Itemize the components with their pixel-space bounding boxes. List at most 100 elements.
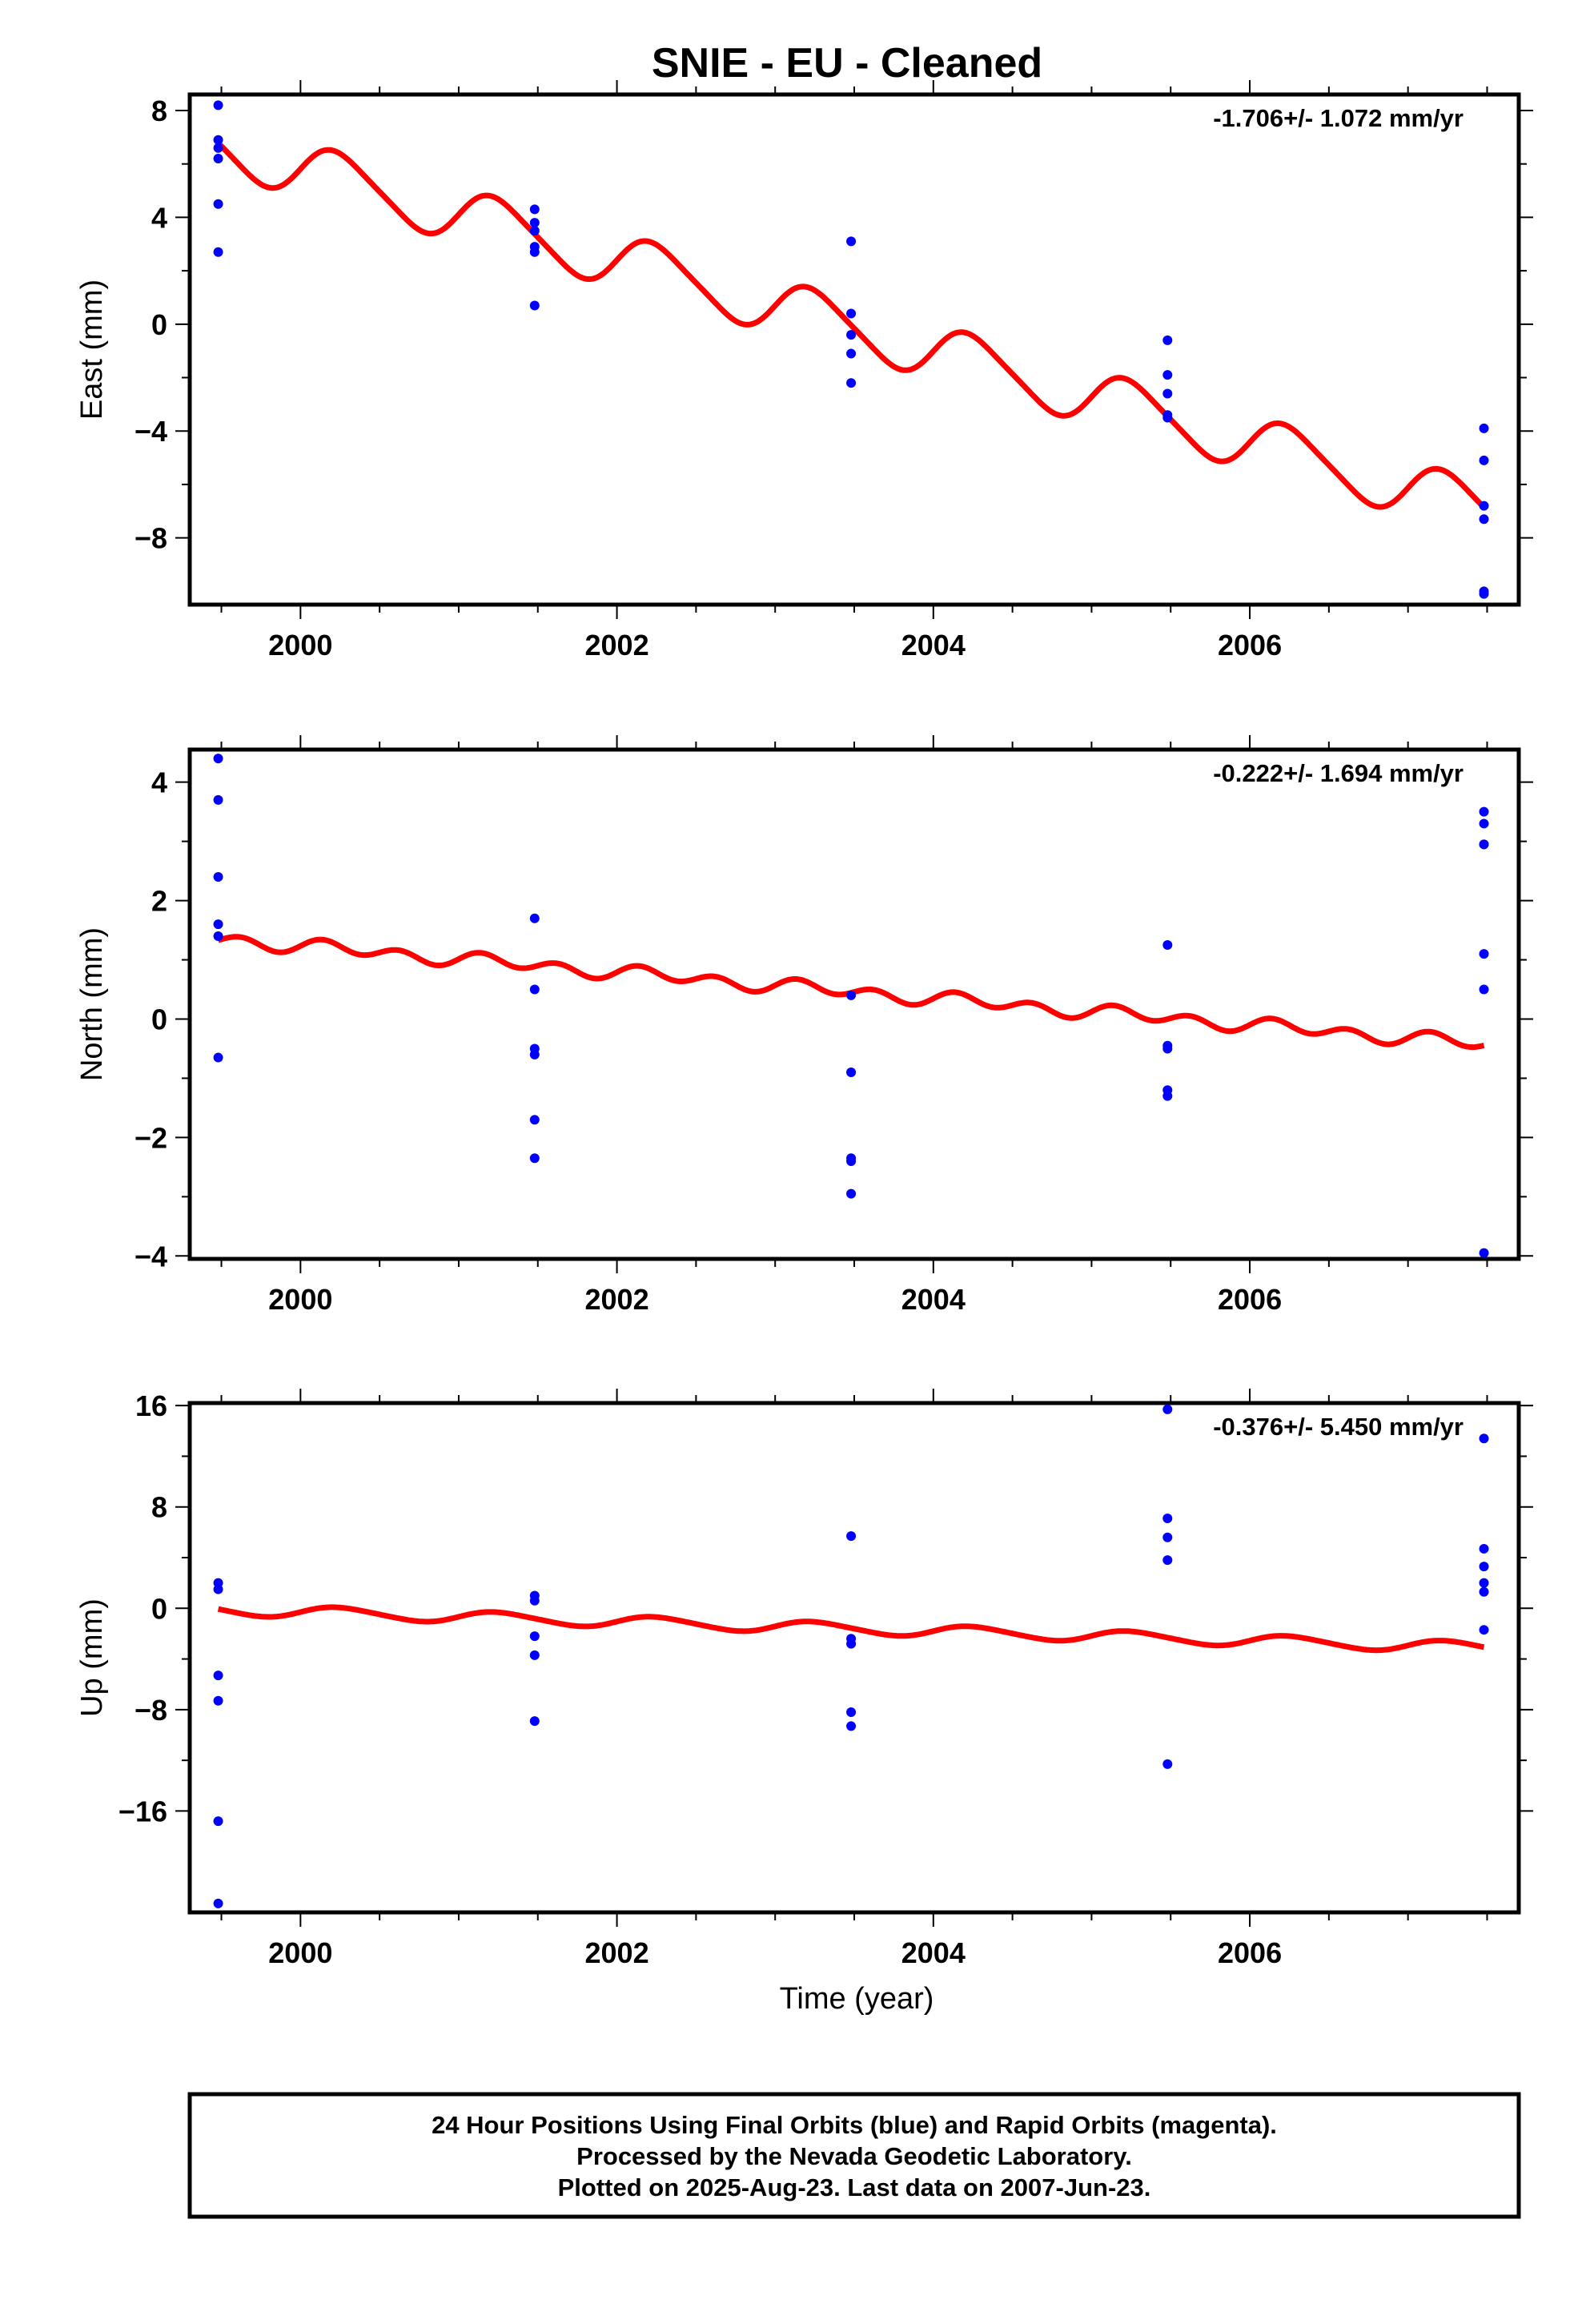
east-rate-annotation: -1.706+/- 1.072 mm/yr (1213, 104, 1464, 132)
north-data-point (529, 1115, 540, 1125)
east-data-point (1479, 455, 1489, 465)
north-data-point (1479, 1248, 1489, 1258)
up-data-point (213, 1695, 223, 1706)
up-data-point (846, 1531, 857, 1542)
figure-title: SNIE - EU - Cleaned (652, 40, 1042, 86)
north-rate-annotation: -0.222+/- 1.694 mm/yr (1213, 759, 1464, 787)
up-data-point (1479, 1625, 1489, 1635)
up-y-tick-label: 8 (151, 1491, 167, 1524)
up-data-point (529, 1650, 540, 1660)
east-panel: 2000 2002 2004 2006 8 4 0 −4 −8 East (mm) -1.706+/… (75, 80, 1533, 661)
east-y-tick-label: −8 (135, 522, 167, 555)
east-data-point (1479, 514, 1489, 525)
east-y-tick-label: 8 (151, 94, 167, 127)
up-data-point (1162, 1513, 1173, 1523)
east-data-point (1479, 501, 1489, 511)
footer-line-2: Processed by the Nevada Geodetic Laborat… (576, 2142, 1132, 2170)
north-data-point (1479, 949, 1489, 959)
up-data-point (1479, 1433, 1489, 1444)
east-data-point (1162, 410, 1173, 420)
north-x-tick-label: 2002 (585, 1283, 649, 1316)
north-x-tick-label: 2000 (268, 1283, 332, 1316)
north-data-point (213, 872, 223, 882)
east-model-curve (216, 141, 1486, 510)
up-y-tick-label: −16 (118, 1795, 167, 1827)
up-plot-frame (187, 1401, 1521, 1915)
east-data-point (1162, 388, 1173, 399)
east-y-tick-label: −4 (135, 415, 167, 448)
up-panel: 2000 2002 2004 2006 16 8 0 −8 −16 Up (mm) Time (ye… (75, 1389, 1533, 2016)
north-y-tick-label: 0 (151, 1003, 167, 1035)
east-data-point (529, 226, 540, 236)
east-data-point (213, 154, 223, 164)
up-data-point (213, 1898, 223, 1908)
north-data-point (213, 931, 223, 941)
up-x-tick-label: 2006 (1218, 1936, 1282, 1969)
east-data-point (1479, 423, 1489, 433)
north-plot-frame (187, 747, 1521, 1261)
east-data-point (529, 218, 540, 228)
east-data-point (529, 247, 540, 257)
north-data-point (1162, 940, 1173, 951)
up-data-point (529, 1631, 540, 1642)
north-data-point (213, 754, 223, 764)
north-data-point (529, 913, 540, 923)
east-data-point (846, 330, 857, 340)
north-data-point (1162, 1043, 1173, 1054)
north-y-tick-label: 2 (151, 885, 167, 918)
up-data-point (1162, 1555, 1173, 1566)
up-model-curve (217, 1604, 1485, 1654)
north-x-tick-label: 2006 (1218, 1283, 1282, 1316)
north-data-point (529, 1153, 540, 1164)
north-data-point (1479, 984, 1489, 995)
north-y-axis-label: North (mm) (75, 927, 109, 1081)
north-data-point (213, 794, 223, 805)
east-data-point (213, 135, 223, 145)
footer-box (187, 2092, 1521, 2219)
east-y-axis-label: East (mm) (75, 279, 109, 420)
east-data-point (1479, 589, 1489, 599)
east-data-point (529, 204, 540, 215)
north-data-point (1479, 806, 1489, 817)
east-data-point (213, 247, 223, 257)
up-data-point (846, 1721, 857, 1731)
up-data-point (213, 1816, 223, 1827)
north-y-tick-label: 4 (151, 766, 167, 799)
east-data-point (213, 100, 223, 111)
north-panel: 2000 2002 2004 2006 4 2 0 −2 −4 North (mm) -0.222+… (75, 735, 1533, 1316)
up-y-tick-label: −8 (135, 1694, 167, 1727)
footer-line-3: Plotted on 2025-Aug-23. Last data on 200… (558, 2173, 1151, 2201)
up-x-tick-label: 2000 (268, 1936, 332, 1969)
east-y-tick-label: 0 (151, 308, 167, 341)
up-data-point (1479, 1578, 1489, 1588)
up-data-point (846, 1638, 857, 1649)
north-y-tick-label: −2 (135, 1121, 167, 1154)
up-y-tick-label: 16 (135, 1389, 167, 1422)
east-x-tick-label: 2000 (268, 629, 332, 661)
north-data-point (1479, 839, 1489, 850)
up-data-point (213, 1671, 223, 1681)
east-data-point (846, 348, 857, 359)
up-y-axis-label: Up (mm) (75, 1598, 109, 1717)
up-x-axis-label: Time (year) (780, 1982, 934, 2016)
east-data-point (846, 378, 857, 388)
up-x-tick-label: 2004 (901, 1936, 966, 1969)
north-data-point (846, 990, 857, 1000)
east-x-tick-label: 2002 (585, 629, 649, 661)
north-data-point (846, 1156, 857, 1166)
north-data-point (846, 1068, 857, 1078)
north-data-point (213, 1052, 223, 1063)
up-y-tick-label: 0 (151, 1592, 167, 1625)
north-data-point (529, 984, 540, 995)
north-x-tick-label: 2004 (901, 1283, 966, 1316)
east-data-point (213, 143, 223, 153)
up-data-point (213, 1584, 223, 1594)
up-data-point (1162, 1532, 1173, 1542)
up-data-point (1162, 1759, 1173, 1769)
footer-line-1: 24 Hour Positions Using Final Orbits (bl… (432, 2111, 1277, 2139)
up-x-tick-label: 2002 (585, 1936, 649, 1969)
east-data-point (846, 308, 857, 319)
east-data-point (529, 300, 540, 311)
up-data-point (529, 1716, 540, 1727)
